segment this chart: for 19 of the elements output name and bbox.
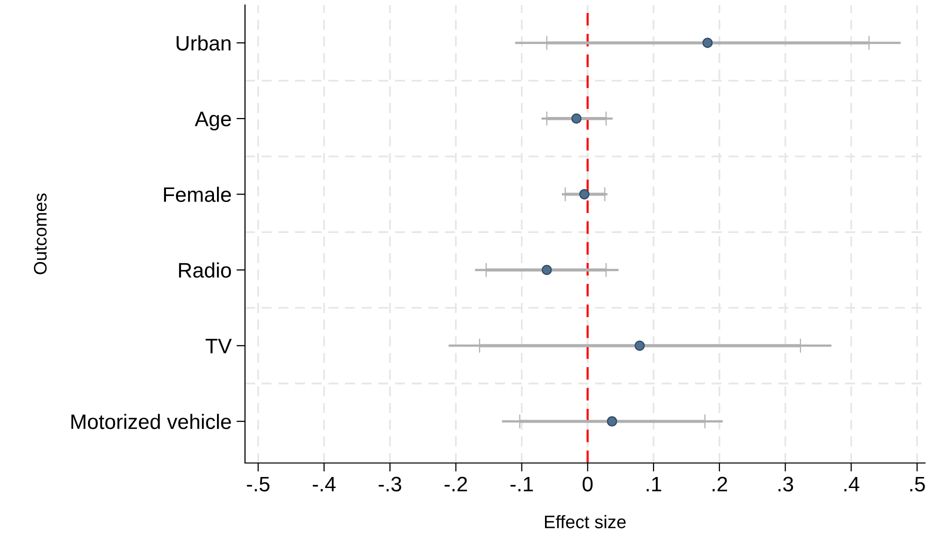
x-tick-label: -.5	[246, 476, 270, 492]
y-tick-label: Age	[194, 112, 231, 130]
x-tick-label: 0	[582, 476, 593, 492]
x-tick-label: -.4	[312, 476, 336, 492]
x-axis-title: Effect size	[544, 515, 626, 528]
y-axis-title: Outcomes	[34, 194, 47, 274]
x-tick-label: .3	[778, 476, 794, 492]
x-tick-label: -.2	[444, 476, 467, 492]
y-tick-label: Urban	[176, 35, 230, 51]
x-tick-label: .4	[844, 476, 860, 492]
y-tick-label: Radio	[179, 262, 231, 278]
y-tick-label: Motorized vehicle	[71, 414, 231, 430]
x-tick-label: -.3	[378, 476, 402, 492]
x-tick-label: .1	[646, 476, 662, 492]
x-tick-label: .5	[910, 476, 925, 492]
x-tick-label: -.1	[510, 476, 533, 492]
y-tick-label: Female	[164, 186, 231, 202]
x-tick-label: .2	[712, 476, 728, 492]
y-tick-label: TV	[206, 338, 232, 354]
